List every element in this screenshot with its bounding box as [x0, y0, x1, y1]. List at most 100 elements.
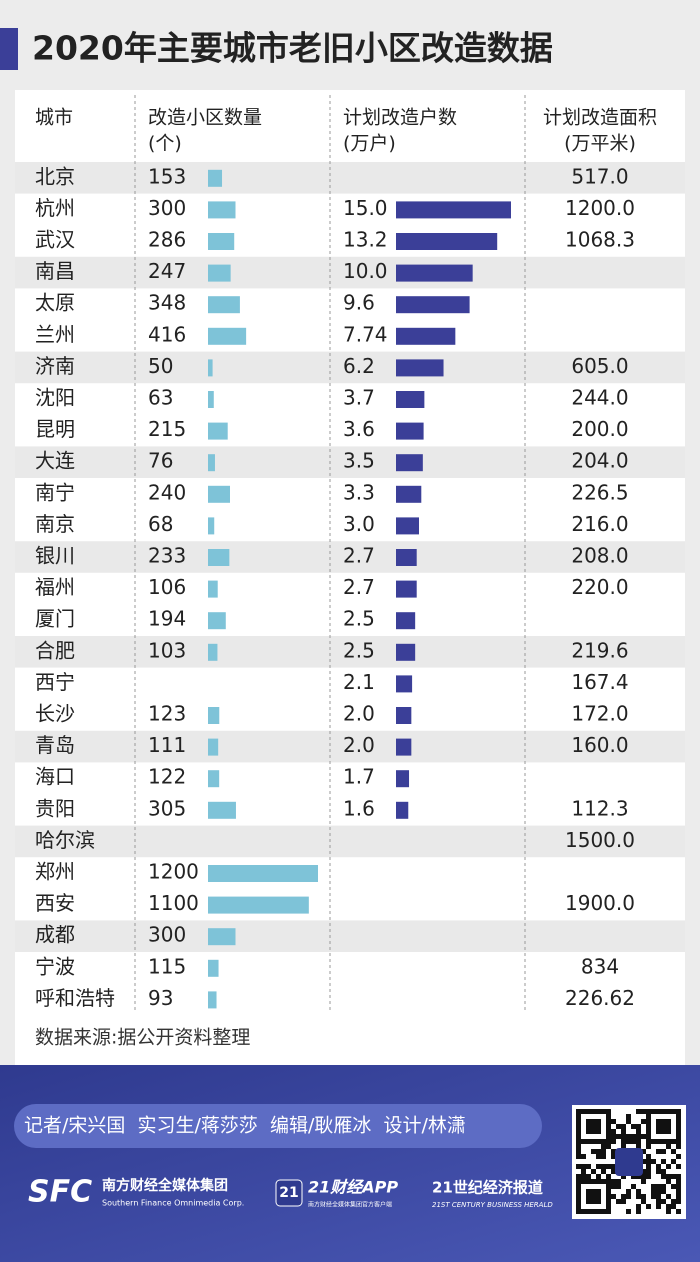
qr-module	[641, 1134, 646, 1139]
qr-module	[641, 1174, 646, 1179]
qr-module	[586, 1209, 591, 1214]
qr-module	[661, 1124, 666, 1129]
cell-value: 226.62	[565, 986, 635, 1010]
row-stripe	[15, 920, 685, 952]
qr-module	[636, 1189, 641, 1194]
qr-module	[666, 1119, 671, 1124]
city-name: 成都	[35, 923, 75, 947]
qr-module	[616, 1199, 621, 1204]
cell-value: 1200.0	[565, 196, 635, 220]
community-bar	[208, 549, 230, 566]
cell-value: 68	[148, 512, 173, 536]
cell-value: 305	[148, 796, 186, 820]
qr-module	[586, 1174, 591, 1179]
qr-module	[661, 1109, 666, 1114]
city-name: 长沙	[35, 702, 75, 726]
qr-module	[626, 1119, 631, 1124]
qr-module	[661, 1189, 666, 1194]
qr-module	[601, 1139, 606, 1144]
cell-value: 123	[148, 702, 186, 726]
qr-module	[656, 1189, 661, 1194]
qr-module	[661, 1199, 666, 1204]
qr-module	[596, 1199, 601, 1204]
sfc-logo: SFC	[28, 1175, 92, 1210]
cell-value: 3.6	[343, 417, 375, 441]
qr-module	[611, 1129, 616, 1134]
qr-module	[581, 1169, 586, 1174]
cell-value: 219.6	[571, 638, 628, 662]
qr-module	[656, 1109, 661, 1114]
qr-module	[596, 1124, 601, 1129]
qr-module	[611, 1119, 616, 1124]
qr-module	[661, 1184, 666, 1189]
qr-module	[636, 1194, 641, 1199]
qr-module	[676, 1124, 681, 1129]
qr-module	[631, 1174, 636, 1179]
qr-module	[651, 1194, 656, 1199]
qr-module	[676, 1164, 681, 1169]
header-cell: 计划改造户数	[343, 107, 457, 129]
household-bar	[396, 549, 417, 566]
qr-module	[606, 1144, 611, 1149]
qr-module	[581, 1209, 586, 1214]
qr-module	[646, 1154, 651, 1159]
cell-value: 240	[148, 480, 186, 504]
city-name: 昆明	[35, 417, 75, 441]
qr-module	[621, 1124, 626, 1129]
row-stripe	[15, 825, 685, 858]
qr-module	[591, 1124, 596, 1129]
qr-module	[676, 1144, 681, 1149]
cell-value: 103	[148, 638, 186, 662]
qr-module	[676, 1209, 681, 1214]
city-name: 沈阳	[35, 386, 75, 410]
qr-module	[581, 1109, 586, 1114]
city-name: 济南	[35, 354, 75, 378]
community-bar	[208, 580, 218, 598]
header-cell: (万平米)	[564, 133, 636, 155]
qr-module	[606, 1124, 611, 1129]
qr-module	[626, 1194, 631, 1199]
qr-module	[656, 1119, 661, 1124]
qr-module	[671, 1109, 676, 1114]
community-bar	[208, 865, 318, 882]
city-name: 哈尔滨	[35, 828, 95, 852]
qr-module	[666, 1164, 671, 1169]
qr-module	[626, 1209, 631, 1214]
cell-value: 1100	[148, 891, 199, 915]
household-bar	[396, 517, 419, 535]
qr-module	[596, 1139, 601, 1144]
qr-module	[586, 1199, 591, 1204]
city-name: 郑州	[35, 860, 75, 884]
qr-module	[656, 1164, 661, 1169]
qr-module	[666, 1204, 671, 1209]
qr-module	[611, 1169, 616, 1174]
qr-module	[636, 1209, 641, 1214]
qr-module	[641, 1109, 646, 1114]
qr-module	[646, 1129, 651, 1134]
qr-module	[646, 1204, 651, 1209]
qr-module	[576, 1199, 581, 1204]
app-sub: 南方财经全媒体集团官方客户端	[308, 1201, 392, 1209]
qr-module	[576, 1174, 581, 1179]
community-bar	[208, 327, 247, 345]
community-bar	[208, 517, 215, 535]
qr-module	[586, 1124, 591, 1129]
qr-module	[651, 1189, 656, 1194]
qr-module	[661, 1139, 666, 1144]
cell-value: 220.0	[571, 575, 628, 599]
cell-value: 216.0	[571, 512, 628, 536]
cell-value: 3.3	[343, 480, 375, 504]
city-name: 杭州	[35, 196, 75, 220]
cell-value: 834	[581, 954, 619, 978]
qr-module	[646, 1114, 651, 1119]
community-bar	[208, 801, 236, 819]
qr-module	[671, 1204, 676, 1209]
cell-value: 15.0	[343, 196, 388, 220]
qr-module	[606, 1204, 611, 1209]
qr-module	[611, 1154, 616, 1159]
app-badge-box	[275, 1179, 303, 1207]
qr-module	[676, 1129, 681, 1134]
qr-module	[611, 1139, 616, 1144]
city-name: 北京	[35, 164, 75, 188]
qr-module	[606, 1179, 611, 1184]
